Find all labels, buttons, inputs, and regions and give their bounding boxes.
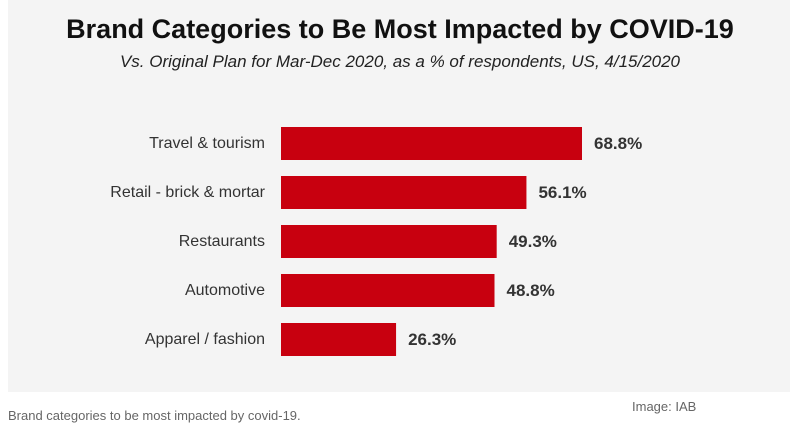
bar <box>281 323 397 356</box>
category-label: Retail - brick & mortar <box>110 184 265 201</box>
value-label: 56.1% <box>538 183 586 202</box>
category-label: Travel & tourism <box>149 135 265 152</box>
image-credit: Image: IAB <box>632 399 697 414</box>
category-label: Automotive <box>185 282 265 299</box>
value-label: 48.8% <box>507 281 555 300</box>
bar <box>281 225 497 258</box>
category-label: Apparel / fashion <box>145 331 265 348</box>
bar-chart: Travel & tourism 68.8% Retail - brick & mo… <box>110 127 642 356</box>
image-caption: Brand categories to be most impacted by … <box>8 408 301 423</box>
chart-title: Brand Categories to Be Most Impacted by … <box>66 14 734 44</box>
bar <box>281 127 582 160</box>
value-label: 26.3% <box>408 330 456 349</box>
value-label: 68.8% <box>594 134 642 153</box>
bar <box>281 176 527 209</box>
value-label: 49.3% <box>509 232 557 251</box>
category-label: Restaurants <box>179 233 265 250</box>
bar <box>281 274 495 307</box>
chart-subtitle: Vs. Original Plan for Mar-Dec 2020, as a… <box>119 52 681 71</box>
